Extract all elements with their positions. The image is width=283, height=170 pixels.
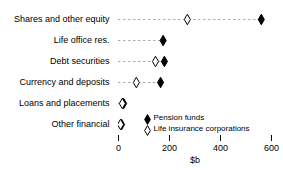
svg-text:Currency and deposits: Currency and deposits	[19, 77, 110, 87]
svg-text:$b: $b	[190, 155, 200, 165]
svg-text:Shares and other equity: Shares and other equity	[14, 14, 110, 24]
svg-text:Pension funds: Pension funds	[154, 113, 205, 122]
svg-text:0: 0	[116, 143, 121, 153]
svg-text:Life office res.: Life office res.	[54, 35, 110, 45]
svg-text:Debt securities: Debt securities	[50, 56, 110, 66]
svg-text:400: 400	[213, 143, 228, 153]
svg-text:Other financial: Other financial	[51, 119, 109, 129]
svg-text:200: 200	[162, 143, 177, 153]
svg-text:Life insurance corporations: Life insurance corporations	[154, 124, 250, 133]
svg-text:Loans and placements: Loans and placements	[19, 98, 110, 108]
svg-text:600: 600	[264, 143, 279, 153]
